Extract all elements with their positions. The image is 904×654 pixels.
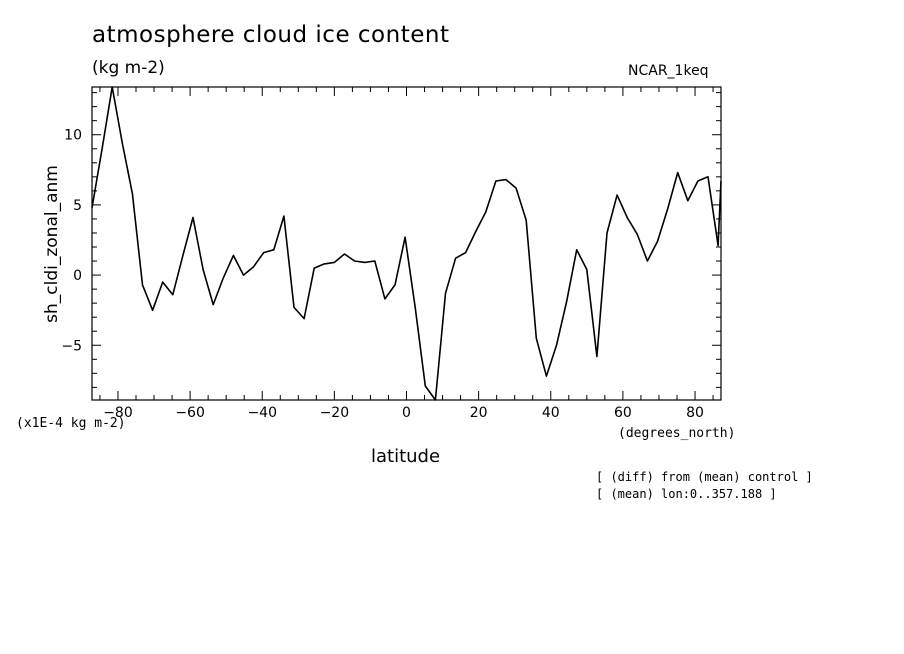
x-axis-units: (degrees_north) xyxy=(618,426,736,441)
x-tick-label: 80 xyxy=(686,405,704,421)
x-axis-label: latitude xyxy=(371,446,441,467)
axis-tick-labels: −80 −60 −40 −20 0 20 40 60 80 −5 0 5 10 xyxy=(61,128,704,421)
y-tick-label: 10 xyxy=(64,128,82,144)
x-tick-label: 40 xyxy=(542,405,560,421)
mean-note: [ (mean) lon:0..357.188 ] xyxy=(596,487,777,501)
x-tick-label: −40 xyxy=(247,405,277,421)
x-tick-label: −80 xyxy=(103,405,133,421)
x-tick-label: 60 xyxy=(614,405,632,421)
chart-units: (kg m-2) xyxy=(92,58,165,78)
y-tick-label: 5 xyxy=(73,198,82,214)
x-tick-label: −60 xyxy=(175,405,205,421)
diff-note: [ (diff) from (mean) control ] xyxy=(596,470,813,484)
x-tick-label: 20 xyxy=(470,405,488,421)
x-tick-label: 0 xyxy=(402,405,411,421)
y-tick-label: 0 xyxy=(73,268,82,284)
model-name: NCAR_1keq xyxy=(628,63,709,79)
chart-title: atmosphere cloud ice content xyxy=(92,22,450,48)
y-scale-note: (x1E-4 kg m-2) xyxy=(16,416,126,431)
y-tick-label: −5 xyxy=(61,338,82,354)
series-line xyxy=(91,86,722,401)
x-tick-label: −20 xyxy=(320,405,350,421)
axis-ticks xyxy=(92,87,721,400)
